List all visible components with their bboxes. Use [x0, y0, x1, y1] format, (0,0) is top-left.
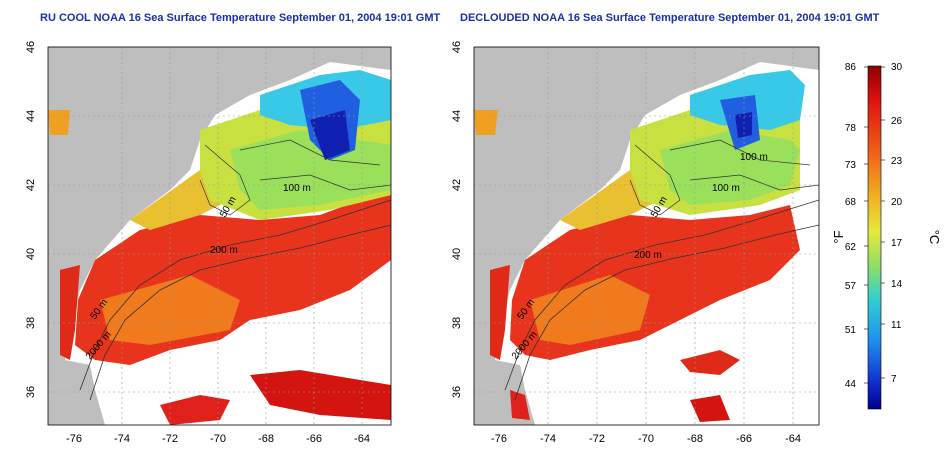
y-tick: 40 — [451, 248, 463, 260]
f-tick: 57 — [845, 281, 857, 292]
right-x-ticks: -76 -74 -72 -70 -68 -66 -64 — [491, 433, 801, 445]
colorbar-f-ticks: 86 78 73 68 62 57 51 44 — [845, 62, 857, 390]
colorbar-gradient — [867, 65, 882, 410]
c-tick: 7 — [891, 374, 897, 385]
c-tick: 23 — [891, 156, 903, 167]
left-y-ticks: 46 44 42 40 38 36 — [25, 41, 37, 398]
right-land — [474, 47, 819, 425]
right-contour-label: 100 m — [712, 183, 740, 194]
x-tick: -66 — [736, 433, 752, 445]
colorbar: 86 78 73 68 62 57 51 44 30 26 23 20 17 1… — [831, 62, 942, 410]
x-tick: -64 — [354, 433, 370, 445]
f-tick: 44 — [845, 379, 857, 390]
right-map-title: DECLOUDED NOAA 16 Sea Surface Temperatur… — [460, 12, 880, 24]
y-tick: 46 — [25, 41, 37, 53]
right-contour-label: 200 m — [634, 250, 662, 261]
x-tick: -72 — [162, 433, 178, 445]
left-contour-label: 100 m — [283, 183, 311, 194]
x-tick: -66 — [306, 433, 322, 445]
left-land — [48, 47, 391, 425]
f-tick: 73 — [845, 160, 857, 171]
y-tick: 36 — [451, 386, 463, 398]
y-tick: 38 — [25, 317, 37, 329]
y-tick: 38 — [451, 317, 463, 329]
left-map: 100 m 50 m 200 m 50 m 2000 m 46 44 42 40… — [25, 41, 392, 445]
c-tick: 11 — [891, 320, 902, 331]
x-tick: -68 — [258, 433, 274, 445]
x-tick: -72 — [589, 433, 605, 445]
colorbar-c-ticks: 30 26 23 20 17 14 11 7 — [891, 62, 903, 385]
y-tick: 46 — [451, 41, 463, 53]
left-x-ticks: -76 -74 -72 -70 -68 -66 -64 — [66, 433, 370, 445]
x-tick: -74 — [114, 433, 130, 445]
c-tick: 26 — [891, 116, 903, 127]
f-tick: 86 — [845, 62, 857, 73]
y-tick: 42 — [25, 179, 37, 191]
left-contour-label: 200 m — [210, 245, 238, 256]
y-tick: 44 — [451, 110, 463, 122]
colorbar-c-unit: °C — [927, 230, 942, 245]
x-tick: -76 — [491, 433, 507, 445]
x-tick: -70 — [210, 433, 226, 445]
f-tick: 78 — [845, 123, 857, 134]
right-grid — [474, 47, 819, 425]
left-map-frame — [47, 46, 392, 426]
c-tick: 17 — [891, 238, 903, 249]
f-tick: 62 — [845, 242, 857, 253]
x-tick: -64 — [785, 433, 801, 445]
colorbar-f-unit: °F — [831, 230, 846, 243]
y-tick: 44 — [25, 110, 37, 122]
y-tick: 42 — [451, 179, 463, 191]
c-tick: 20 — [891, 197, 903, 208]
left-map-title: RU COOL NOAA 16 Sea Surface Temperature … — [40, 12, 441, 24]
f-tick: 51 — [845, 325, 857, 336]
c-tick: 30 — [891, 62, 903, 73]
right-y-ticks: 46 44 42 40 38 36 — [451, 41, 463, 398]
right-map: 100 m 100 m 50 m 200 m 50 m 2000 m 46 44… — [451, 41, 820, 445]
f-tick: 68 — [845, 197, 857, 208]
left-grid — [48, 47, 391, 425]
right-map-frame — [473, 46, 820, 426]
x-tick: -70 — [638, 433, 654, 445]
y-tick: 36 — [25, 386, 37, 398]
x-tick: -74 — [540, 433, 556, 445]
x-tick: -68 — [687, 433, 703, 445]
right-contour-label: 100 m — [740, 152, 768, 163]
x-tick: -76 — [66, 433, 82, 445]
y-tick: 40 — [25, 248, 37, 260]
c-tick: 14 — [891, 279, 903, 290]
